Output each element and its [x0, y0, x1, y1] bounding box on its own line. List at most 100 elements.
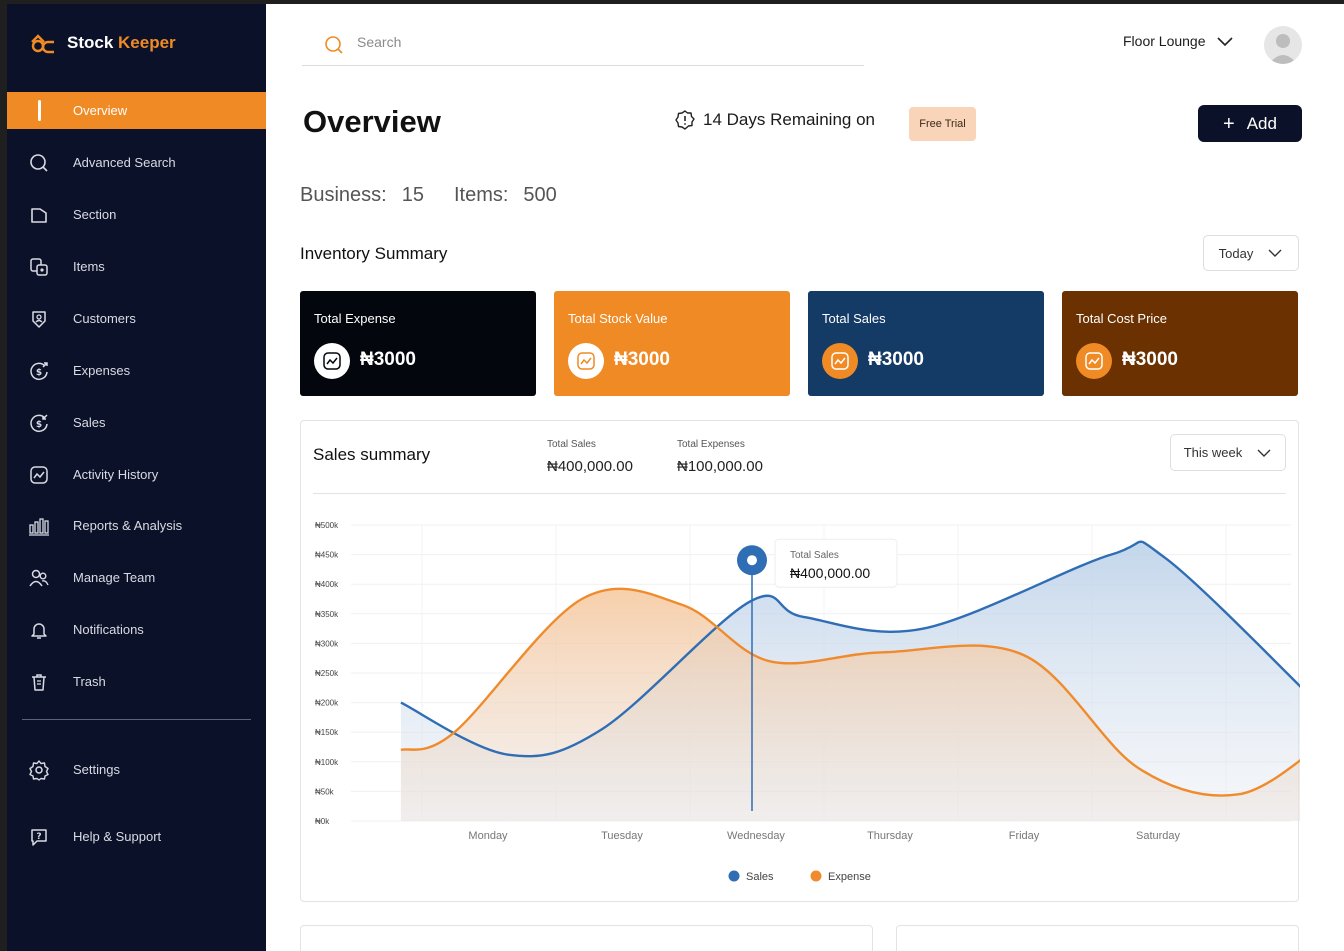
total-sales-value: ₦400,000.00 [547, 458, 633, 475]
y-tick-label: ₦350k [315, 610, 339, 619]
avatar[interactable] [1264, 26, 1302, 64]
user-avatar-icon [1269, 34, 1297, 64]
bottom-card-right [896, 925, 1299, 951]
y-tick-label: ₦450k [315, 551, 339, 560]
svg-text:?: ? [36, 832, 41, 842]
sidebar-item-label: Expenses [73, 363, 131, 378]
sidebar-item-manage-team[interactable]: Manage Team [7, 559, 266, 596]
business-stats: Business: 15 Items: 500 [300, 184, 557, 207]
series-line-expense [400, 587, 1300, 797]
search-bar [302, 26, 864, 66]
sidebar-item-help-support[interactable]: ? Help & Support [7, 818, 266, 855]
x-tick-label: Saturday [1136, 830, 1181, 842]
sales-dollar-icon: $ [28, 412, 50, 434]
sidebar-item-sales[interactable]: $ Sales [7, 404, 266, 441]
add-button[interactable]: + Add [1198, 105, 1302, 142]
trash-icon [28, 671, 50, 693]
y-tick-label: ₦250k [315, 669, 339, 678]
search-icon[interactable] [324, 35, 344, 55]
y-tick-label: ₦200k [315, 699, 339, 708]
total-sales-label: Total Sales [547, 439, 596, 450]
card-total-expense[interactable]: Total Expense ₦3000 [300, 291, 536, 396]
legend-marker-expense [810, 870, 822, 882]
inventory-summary-title: Inventory Summary [300, 244, 448, 263]
brand[interactable]: Stock Keeper [29, 32, 176, 54]
search-icon [28, 152, 50, 174]
tooltip-value: ₦400,000.00 [790, 565, 870, 581]
x-tick-label: Monday [468, 830, 508, 842]
sidebar-item-expenses[interactable]: $ Expenses [7, 352, 266, 389]
card-total-stock-value[interactable]: Total Stock Value ₦3000 [554, 291, 790, 396]
badge-alert-icon [675, 110, 695, 130]
sidebar-item-customers[interactable]: Customers [7, 300, 266, 337]
inventory-period-value: Today [1218, 245, 1254, 261]
panel-divider [313, 493, 1286, 494]
stock-keeper-logo [31, 34, 54, 54]
team-icon [28, 567, 50, 589]
plus-icon: + [1223, 112, 1235, 135]
bell-icon [28, 619, 50, 641]
workspace-switcher[interactable]: Floor Lounge [1123, 33, 1234, 49]
chevron-down-icon [1268, 249, 1282, 257]
card-total-sales[interactable]: Total Sales ₦3000 [808, 291, 1044, 396]
sidebar-item-label: Trash [73, 674, 106, 689]
items-icon [28, 256, 50, 278]
sidebar-item-notifications[interactable]: Notifications [7, 611, 266, 648]
sidebar-item-label: Manage Team [73, 570, 156, 585]
x-tick-label: Thursday [867, 830, 913, 842]
bottom-card-left [300, 925, 873, 951]
y-tick-label: ₦400k [315, 580, 339, 589]
legend-marker-sales [728, 870, 740, 882]
sales-period-select[interactable]: This week [1170, 434, 1286, 471]
series-area-expense [400, 588, 1300, 821]
sidebar-item-trash[interactable]: Trash [7, 663, 266, 700]
sidebar-item-section[interactable]: Section [7, 196, 266, 233]
sidebar-item-advanced-search[interactable]: Advanced Search [7, 144, 266, 181]
items-count: 500 [523, 184, 557, 206]
inventory-period-select[interactable]: Today [1203, 235, 1299, 271]
customer-shield-icon [28, 308, 50, 330]
chart-tooltip [774, 538, 898, 588]
activity-chart-icon [28, 464, 50, 486]
chevron-down-icon [1216, 37, 1233, 47]
add-button-label: Add [1246, 113, 1277, 133]
series-line-sales [400, 540, 1300, 758]
sidebar-item-settings[interactable]: Settings [7, 751, 266, 788]
sidebar-item-label: Advanced Search [73, 155, 176, 170]
trend-chart-icon [822, 343, 858, 379]
card-value: ₦3000 [1122, 349, 1178, 370]
search-input[interactable] [357, 34, 757, 50]
card-value: ₦3000 [360, 349, 416, 370]
workspace-name: Floor Lounge [1123, 33, 1206, 49]
items-label: Items: [453, 184, 509, 206]
sidebar-item-reports-analysis[interactable]: Reports & Analysis [7, 507, 266, 544]
total-expenses-metric: Total Expenses ₦100,000.00 [677, 439, 763, 475]
card-title: Total Expense [314, 311, 396, 326]
sidebar-divider [22, 719, 251, 720]
brand-name: Stock Keeper [67, 33, 176, 52]
gear-icon [28, 759, 50, 781]
folder-icon [28, 204, 50, 226]
y-tick-label: ₦500k [315, 521, 339, 530]
sidebar-item-label: Reports & Analysis [73, 518, 183, 533]
card-total-cost-price[interactable]: Total Cost Price ₦3000 [1062, 291, 1298, 396]
sales-summary-panel: Sales summary Total Sales ₦400,000.00 To… [300, 420, 1300, 902]
expense-dollar-icon: $ [28, 360, 50, 382]
sidebar-item-overview[interactable]: Overview [7, 92, 266, 129]
page-title: Overview [303, 104, 441, 139]
sidebar-item-label: Activity History [73, 467, 159, 482]
sidebar-item-items[interactable]: Items [7, 248, 266, 285]
highlight-point-inner [747, 555, 757, 566]
chevron-down-icon [1257, 449, 1271, 457]
trial-status: 14 Days Remaining on [675, 110, 875, 130]
sales-expense-chart: ₦0k ₦50k ₦100k ₦150k ₦200k ₦250k ₦300k ₦350k ₦40… [315, 521, 1300, 883]
sales-summary-title: Sales summary [313, 445, 431, 464]
free-trial-badge: Free Trial [909, 107, 976, 141]
card-title: Total Sales [822, 311, 886, 326]
help-icon: ? [28, 826, 50, 848]
y-tick-label: ₦0k [315, 817, 330, 826]
sidebar-item-activity-history[interactable]: Activity History [7, 456, 266, 493]
tooltip-label: Total Sales [790, 550, 839, 561]
total-expenses-label: Total Expenses [677, 439, 745, 450]
total-expenses-value: ₦100,000.00 [677, 458, 763, 475]
